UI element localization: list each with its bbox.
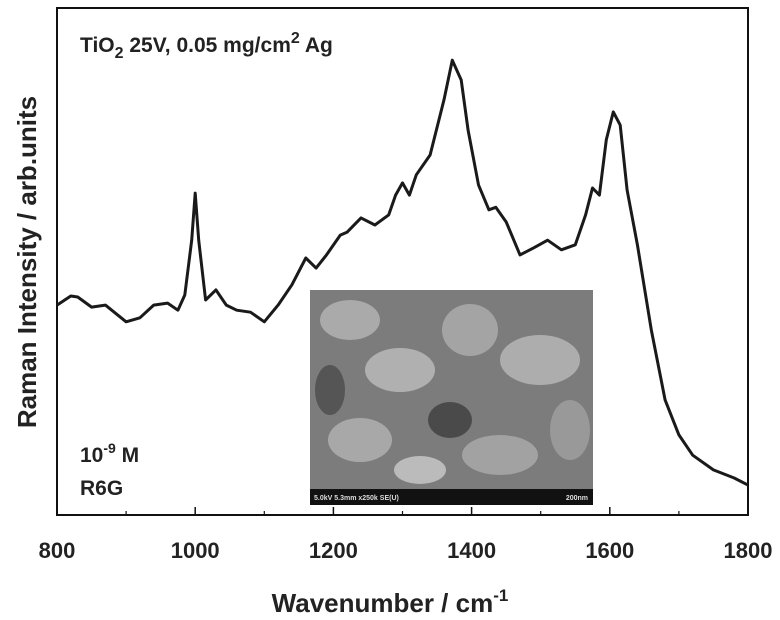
inset-caption: 5.0kV 5.3mm x250k SE(U): [314, 495, 399, 502]
x-tick-label: 1800: [724, 538, 773, 563]
inset-grain: [394, 456, 446, 484]
analyte: R6G: [80, 477, 123, 500]
inset-info-bar: [310, 489, 593, 505]
concentration-part: M: [116, 444, 139, 467]
concentration-part: 10: [80, 444, 103, 467]
inset-grain: [550, 400, 590, 460]
concentration-part: -9: [103, 440, 116, 456]
inset-grain: [320, 300, 380, 340]
concentration: 10-9 M: [80, 440, 139, 467]
annotation-part: 2: [115, 45, 124, 62]
x-tick-label: 1000: [171, 538, 220, 563]
spectrum-line: [56, 58, 749, 487]
x-tick-label: 800: [39, 538, 76, 563]
inset-grain: [442, 304, 498, 356]
inset-grain: [462, 435, 538, 475]
x-tick-label: 1600: [585, 538, 634, 563]
x-tick-label: 1200: [309, 538, 358, 563]
y-axis-label: Raman Intensity / arb.units: [12, 96, 42, 428]
x-axis-label: Wavenumber / cm-1: [272, 586, 509, 618]
sem-inset: 5.0kV 5.3mm x250k SE(U) 200nm: [310, 290, 593, 505]
inset-pore: [315, 365, 345, 415]
x-label-part: Wavenumber / cm: [272, 588, 494, 618]
inset-scale: 200nm: [566, 495, 588, 502]
inset-grain: [328, 418, 392, 462]
annotation: TiO2 25V, 0.05 mg/cm2 Ag: [80, 30, 333, 62]
x-label-part: -1: [493, 586, 508, 605]
annotation-part: 2: [291, 30, 300, 47]
x-tick-label: 1400: [447, 538, 496, 563]
annotation-part: TiO: [80, 34, 115, 57]
inset-grain: [365, 348, 435, 392]
inset-grain: [500, 335, 580, 385]
annotation-part: 25V, 0.05 mg/cm: [124, 34, 291, 57]
annotation-part: Ag: [300, 34, 333, 57]
inset-pore: [428, 402, 472, 438]
